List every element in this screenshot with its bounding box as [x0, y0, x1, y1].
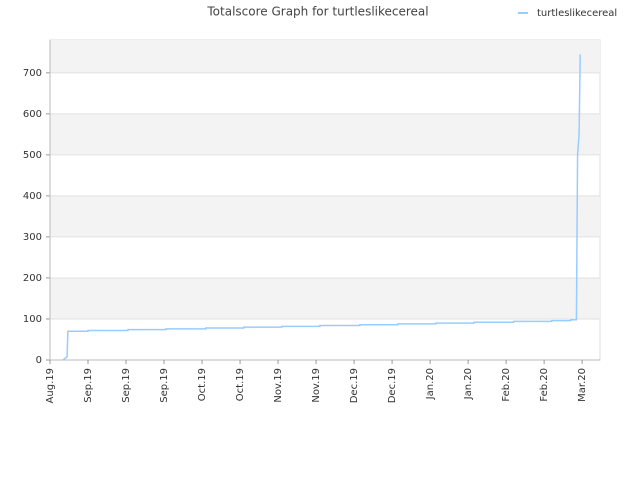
x-tick-label: Jan.20: [425, 368, 436, 400]
x-tick-label: Dec.19: [349, 368, 360, 403]
grid-band: [50, 113, 600, 155]
x-tick-label: Jan.20: [463, 368, 474, 400]
grid-band: [50, 277, 600, 319]
x-tick-label: Mar.20: [577, 368, 588, 402]
y-tick-label: 0: [36, 355, 42, 366]
y-tick-label: 700: [23, 68, 42, 79]
y-tick-label: 500: [23, 150, 42, 161]
y-tick-label: 200: [23, 273, 42, 284]
x-tick-label: Aug.19: [45, 368, 56, 403]
x-tick-label: Sep.19: [121, 368, 132, 403]
x-tick-label: Nov.19: [273, 368, 284, 403]
x-tick-label: Feb.20: [501, 368, 512, 402]
legend-label: turtleslikecereal: [537, 8, 617, 19]
x-tick-label: Oct.19: [235, 368, 246, 401]
y-tick-label: 300: [23, 232, 42, 243]
x-tick-label: Feb.20: [539, 368, 550, 402]
y-tick-label: 400: [23, 191, 42, 202]
chart-title: Totalscore Graph for turtleslikecereal: [206, 5, 428, 19]
x-tick-label: Sep.19: [83, 368, 94, 403]
x-tick-label: Sep.19: [159, 368, 170, 403]
grid-band: [50, 195, 600, 237]
y-tick-label: 600: [23, 109, 42, 120]
x-tick-label: Nov.19: [311, 368, 322, 403]
y-tick-label: 100: [23, 314, 42, 325]
x-tick-label: Dec.19: [387, 368, 398, 403]
grid-band: [50, 40, 600, 73]
data-line: [62, 54, 581, 361]
x-tick-label: Oct.19: [197, 368, 208, 401]
